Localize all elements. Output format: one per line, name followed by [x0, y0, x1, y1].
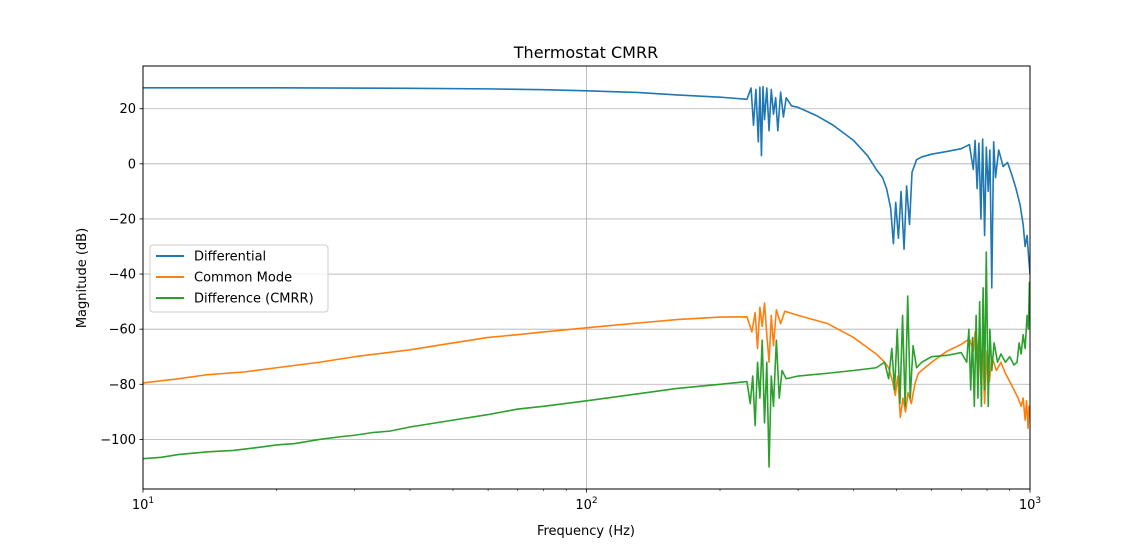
- x-tick-label: 101: [132, 496, 154, 513]
- series-line-differential: [143, 85, 1030, 289]
- y-tick-label: −20: [109, 212, 136, 227]
- y-tick-label: −40: [109, 268, 136, 283]
- y-tick-label: −60: [109, 323, 136, 338]
- legend-label-differential: Differential: [194, 250, 266, 265]
- y-axis-ticks: 20 0 −20 −40 −60 −80 −100: [100, 102, 143, 448]
- series-line-common-mode: [143, 302, 1030, 430]
- x-axis-label: Frequency (Hz): [537, 524, 635, 539]
- x-axis-ticks: 101 102 103: [132, 489, 1041, 513]
- y-axis-label: Magnitude (dB): [75, 228, 90, 328]
- series-line-difference-cmrr: [143, 251, 1030, 468]
- data-series: [143, 85, 1030, 468]
- y-tick-label: −100: [100, 433, 136, 448]
- legend-box: [149, 244, 329, 313]
- x-tick-label: 102: [575, 496, 597, 513]
- chart-legend: Differential Common Mode Difference (CMR…: [149, 244, 329, 313]
- chart-title: Thermostat CMRR: [513, 43, 658, 62]
- y-tick-label: 20: [119, 102, 136, 117]
- legend-label-cmrr: Difference (CMRR): [194, 292, 314, 307]
- x-tick-label: 103: [1019, 496, 1041, 513]
- y-tick-label: 0: [128, 157, 136, 172]
- y-tick-label: −80: [109, 378, 136, 393]
- legend-label-common-mode: Common Mode: [194, 271, 292, 286]
